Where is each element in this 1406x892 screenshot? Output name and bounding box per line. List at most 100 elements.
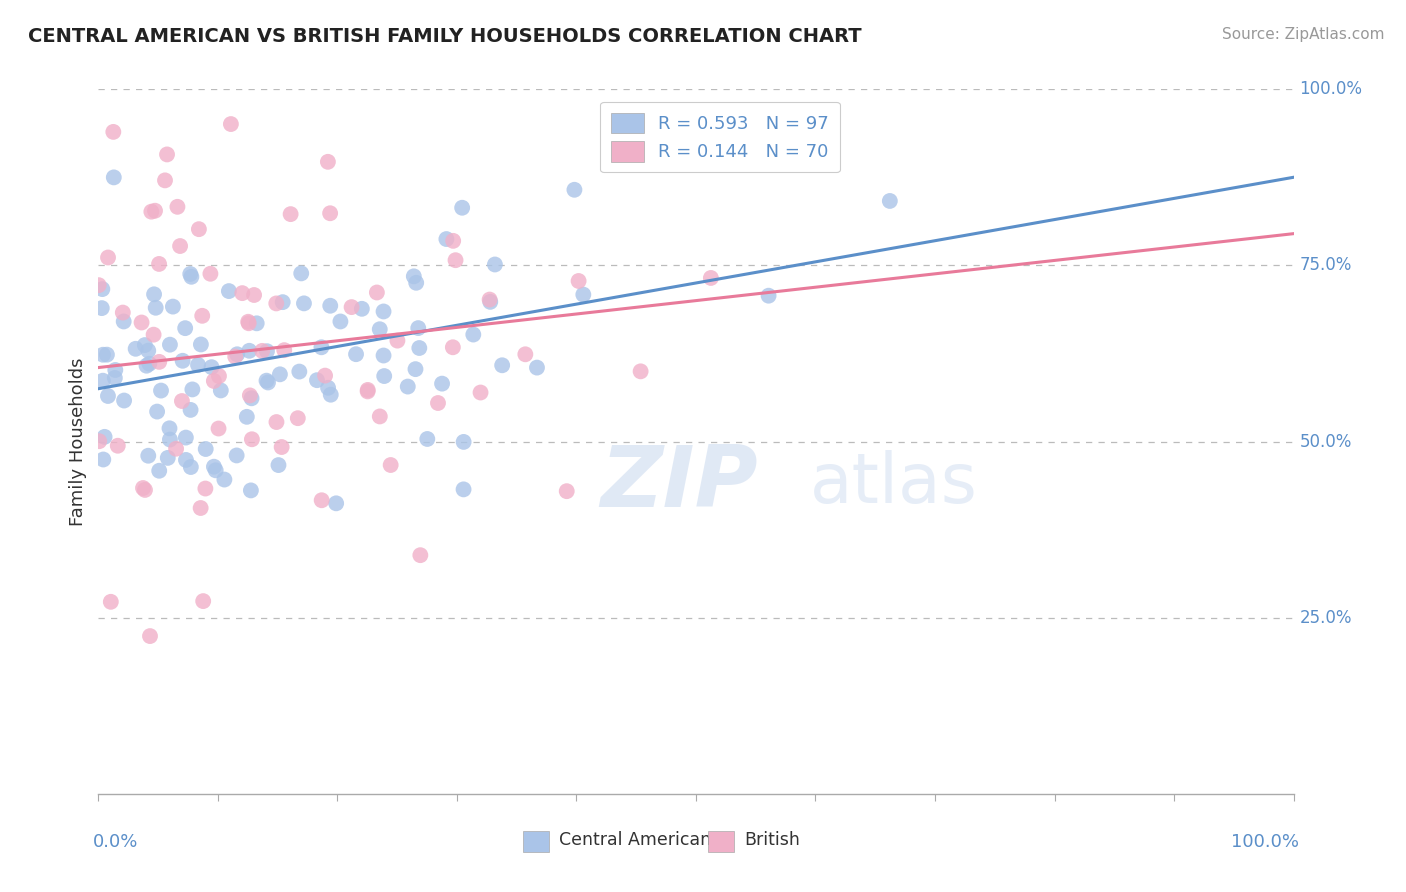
Point bbox=[208, 369, 231, 384]
Point bbox=[350, 301, 373, 316]
Point bbox=[100, 595, 122, 609]
Point bbox=[148, 257, 170, 271]
Point bbox=[402, 269, 425, 284]
Point bbox=[107, 439, 129, 453]
Point bbox=[150, 384, 173, 398]
Point bbox=[316, 381, 339, 395]
Point bbox=[138, 357, 160, 371]
Point bbox=[141, 204, 163, 219]
Point bbox=[179, 267, 201, 281]
Point bbox=[190, 501, 212, 516]
Point bbox=[153, 173, 176, 187]
Point bbox=[238, 315, 260, 329]
Point bbox=[159, 421, 181, 435]
Point bbox=[97, 389, 120, 403]
Point bbox=[194, 482, 217, 496]
Point bbox=[148, 464, 170, 478]
Point bbox=[239, 388, 262, 402]
Point bbox=[564, 183, 586, 197]
Point bbox=[630, 364, 652, 378]
Point bbox=[146, 404, 169, 418]
Point bbox=[267, 458, 290, 472]
Point bbox=[427, 396, 450, 410]
Point bbox=[243, 288, 266, 302]
Point bbox=[430, 376, 453, 391]
Point bbox=[231, 286, 253, 301]
Point bbox=[270, 440, 292, 454]
FancyBboxPatch shape bbox=[523, 830, 548, 852]
Point bbox=[340, 300, 363, 314]
Point bbox=[174, 431, 197, 445]
Point bbox=[366, 285, 388, 300]
Text: Central Americans: Central Americans bbox=[558, 830, 720, 848]
Point bbox=[214, 473, 236, 487]
Point bbox=[91, 374, 114, 388]
Point bbox=[290, 266, 312, 280]
Point bbox=[143, 203, 166, 218]
Point bbox=[225, 449, 247, 463]
Point bbox=[273, 343, 295, 358]
Point bbox=[194, 442, 217, 456]
Point bbox=[162, 300, 184, 314]
Text: 50.0%: 50.0% bbox=[1299, 433, 1353, 450]
Point bbox=[479, 294, 502, 309]
Point bbox=[319, 206, 342, 220]
Point bbox=[271, 295, 294, 310]
Point bbox=[344, 347, 367, 361]
Point bbox=[356, 384, 378, 399]
Point bbox=[166, 200, 188, 214]
Point bbox=[96, 348, 118, 362]
Point bbox=[406, 68, 429, 82]
Text: 100.0%: 100.0% bbox=[1299, 80, 1362, 98]
Point bbox=[139, 629, 162, 643]
Text: 25.0%: 25.0% bbox=[1299, 608, 1353, 627]
Point bbox=[131, 316, 153, 330]
Point bbox=[136, 449, 159, 463]
Text: 75.0%: 75.0% bbox=[1299, 256, 1353, 275]
Point bbox=[134, 483, 156, 497]
Text: British: British bbox=[744, 830, 800, 848]
Point bbox=[373, 369, 395, 384]
Point bbox=[218, 284, 240, 298]
Point bbox=[406, 321, 429, 335]
Point bbox=[87, 278, 110, 293]
Point bbox=[174, 453, 197, 467]
Point bbox=[238, 343, 260, 358]
Text: 0.0%: 0.0% bbox=[93, 832, 138, 851]
Point bbox=[368, 322, 391, 336]
Point bbox=[405, 362, 427, 376]
Point bbox=[416, 432, 439, 446]
Point bbox=[219, 117, 242, 131]
Point bbox=[142, 327, 165, 342]
Point bbox=[256, 344, 278, 359]
Point bbox=[112, 314, 135, 328]
Point bbox=[202, 459, 225, 474]
Point bbox=[405, 276, 427, 290]
Point bbox=[408, 341, 430, 355]
Point bbox=[287, 411, 309, 425]
Point bbox=[246, 316, 269, 330]
Point bbox=[311, 493, 333, 508]
Point bbox=[104, 363, 127, 377]
Point bbox=[380, 458, 402, 472]
Point bbox=[143, 287, 166, 301]
Point bbox=[207, 421, 229, 435]
Point bbox=[266, 415, 288, 429]
Text: Source: ZipAtlas.com: Source: ZipAtlas.com bbox=[1222, 27, 1385, 42]
Point bbox=[444, 253, 467, 268]
Point bbox=[159, 433, 181, 447]
Point bbox=[470, 385, 492, 400]
Point bbox=[238, 316, 260, 330]
Point bbox=[568, 274, 591, 288]
Point bbox=[491, 358, 513, 372]
Point bbox=[434, 232, 457, 246]
Point bbox=[387, 334, 409, 348]
Point bbox=[357, 383, 380, 397]
Point bbox=[240, 432, 263, 446]
Point bbox=[373, 349, 395, 363]
Point bbox=[180, 403, 202, 417]
Point bbox=[441, 340, 464, 354]
Y-axis label: Family Households: Family Households bbox=[69, 358, 87, 525]
Point bbox=[463, 327, 485, 342]
Point bbox=[319, 299, 342, 313]
